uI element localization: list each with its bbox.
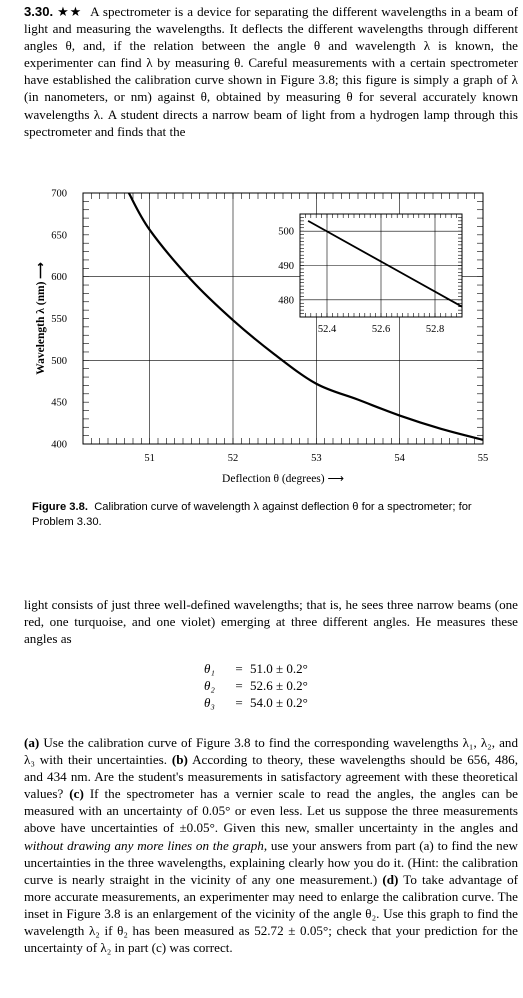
part-c-label: (c) bbox=[69, 786, 84, 802]
part-a-label: (a) bbox=[24, 735, 40, 750]
equation-rhs: 52.6 ± 0.2° bbox=[250, 678, 308, 694]
y-tick-label: 400 bbox=[51, 440, 67, 451]
y-tick-label: 600 bbox=[51, 272, 67, 283]
main-chart: 51 52 53 54 55 700 650 600 550 500 450 400 Deflectio… bbox=[35, 189, 488, 486]
y-tick-label: 500 bbox=[51, 356, 67, 367]
plot-frame bbox=[299, 213, 463, 318]
part-b-label: (b) bbox=[171, 752, 188, 768]
x-tick-label: 54 bbox=[394, 453, 405, 464]
y-tick-label: 700 bbox=[51, 189, 67, 200]
y-axis-label: Wavelength λ (nm) ⟶ bbox=[35, 262, 47, 375]
part-c-text-2: use your answers from part (a) to find t… bbox=[24, 837, 518, 887]
equals-sign: = bbox=[235, 695, 243, 711]
equation-row: θ₃ = 54.0 ± 0.2° bbox=[204, 694, 308, 711]
plot-frame bbox=[82, 192, 484, 445]
y-tick-label: 550 bbox=[51, 314, 67, 325]
equation-lhs: θ₁ bbox=[204, 661, 215, 676]
figure-caption: Figure 3.8. Calibration curve of wavelen… bbox=[32, 500, 502, 529]
x-tick-label: 55 bbox=[478, 453, 489, 464]
x-tick-label: 52.4 bbox=[318, 324, 337, 335]
inset-chart: 52.4 52.6 52.8 500 490 480 bbox=[278, 213, 463, 335]
figure-caption-text: Calibration curve of wavelength λ agains… bbox=[32, 501, 472, 528]
calibration-curve bbox=[307, 220, 462, 308]
problem-continuation: light consists of just three well-define… bbox=[24, 597, 518, 647]
equation-lhs: θ₃ bbox=[204, 695, 215, 711]
x-axis-label: Deflection θ (degrees) ⟶ bbox=[222, 473, 344, 485]
part-a-text: Use the calibration curve of Figure 3.8 … bbox=[24, 735, 518, 768]
angle-measurements: θ₁ = 51.0 ± 0.2° θ₂ = 52.6 ± 0.2° θ₃ = 54.0 ± … bbox=[204, 660, 308, 712]
equation-rhs: 51.0 ± 0.2° bbox=[250, 661, 308, 676]
equation-row: θ₁ = 51.0 ± 0.2° bbox=[204, 660, 308, 677]
part-c-text-1: If the spectrometer has a vernier scale … bbox=[24, 786, 518, 836]
part-d-text: To take advantage of more accurate measu… bbox=[24, 871, 518, 956]
equation-rhs: 54.0 ± 0.2° bbox=[250, 695, 308, 711]
calibration-curve bbox=[127, 193, 483, 441]
y-tick-label: 490 bbox=[278, 261, 294, 272]
equals-sign: = bbox=[235, 678, 243, 694]
y-tick-label: 450 bbox=[51, 398, 67, 409]
problem-intro: 3.30. ★★ A spectrometer is a device for … bbox=[24, 3, 518, 140]
intro-text: A spectrometer is a device for separatin… bbox=[24, 4, 518, 139]
x-tick-label: 53 bbox=[311, 453, 322, 464]
y-tick-label: 480 bbox=[278, 295, 294, 306]
problem-questions: (a) Use the calibration curve of Figure … bbox=[24, 734, 518, 956]
x-tick-label: 52.6 bbox=[372, 324, 390, 335]
problem-number: 3.30. bbox=[24, 4, 54, 19]
part-b-text: According to theory, these wavelengths s… bbox=[24, 752, 518, 802]
figure-label: Figure 3.8. bbox=[32, 501, 88, 513]
equation-lhs: θ₂ bbox=[204, 678, 215, 694]
equation-row: θ₂ = 52.6 ± 0.2° bbox=[204, 677, 308, 694]
y-tick-label: 500 bbox=[278, 227, 294, 238]
y-tick-label: 650 bbox=[51, 230, 67, 241]
x-tick-label: 51 bbox=[144, 453, 155, 464]
x-tick-label: 52.8 bbox=[426, 324, 444, 335]
difficulty-stars: ★★ bbox=[57, 4, 83, 19]
calibration-figure: 51 52 53 54 55 700 650 600 550 500 450 400 Deflectio… bbox=[35, 189, 488, 486]
x-tick-label: 52 bbox=[228, 453, 239, 464]
equals-sign: = bbox=[235, 661, 243, 676]
part-c-emphasis: without drawing any more lines on the gr… bbox=[24, 837, 268, 853]
part-d-label: (d) bbox=[382, 871, 399, 887]
